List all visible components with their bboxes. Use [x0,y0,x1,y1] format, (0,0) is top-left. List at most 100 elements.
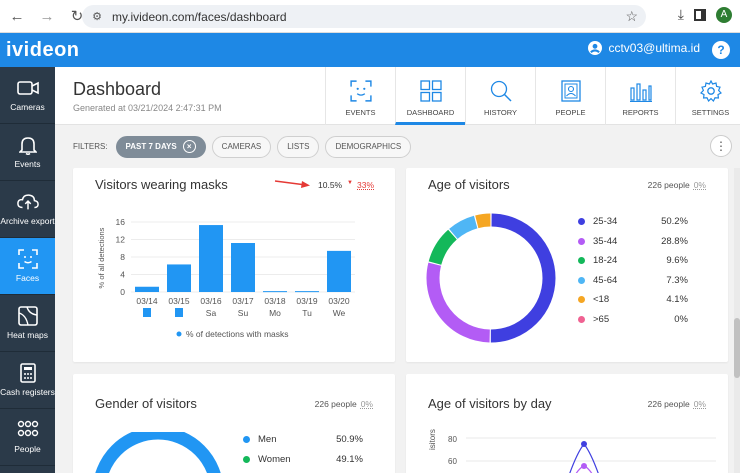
legend-dot [243,436,250,443]
card-title: Age of visitors [428,177,510,192]
tab-history[interactable]: HISTORY [465,67,535,125]
y-tick-label: 80 [448,435,457,444]
app-header: ivideon cctv03@ultima.id ? [0,33,740,67]
tab-label: DASHBOARD [406,108,455,117]
legend-value: 7.3% [666,274,688,286]
people-count-text: 226 people [647,180,690,190]
tab-events[interactable]: EVENTS [325,67,395,125]
people-change[interactable]: 0% [360,399,373,409]
sidebar-item-label: People [14,444,41,454]
legend-item: 18-24 9.6% [578,255,698,266]
sidebar-item-archive-export[interactable]: Archive export [0,181,55,238]
y-tick-label: 16 [116,217,126,227]
filters-label: FILTERS: [73,142,108,151]
sidebar-item-label: Cameras [10,102,45,112]
filter-chip-cameras[interactable]: CAMERAS [211,135,272,158]
legend-label: 45-64 [593,274,618,286]
tab-label: PEOPLE [555,108,586,117]
legend-label: 18-24 [593,255,618,266]
filter-chip-period[interactable]: PAST 7 DAYS × [115,135,206,158]
reload-icon[interactable]: ↻ [70,8,84,25]
bar [231,243,255,292]
tab-label: REPORTS [622,108,659,117]
sidebar-item-faces[interactable]: Faces [0,238,55,295]
sidebar-item-cameras[interactable]: Cameras [0,67,55,124]
sidebar-item-cash-registers[interactable]: Cash registers [0,352,55,409]
people-count-text: 226 people [647,399,690,409]
sidebar-item-people[interactable]: People [0,409,55,466]
people-icon [17,420,39,440]
ivideon-logo[interactable]: ivideon [6,38,80,61]
age-by-day-card: Age of visitors by day 226 people 0% isit… [406,374,728,473]
filters-bar: FILTERS: PAST 7 DAYS × CAMERAS LISTS DEM… [55,125,740,168]
tab-dashboard[interactable]: DASHBOARD [395,67,465,125]
filter-chip-lists[interactable]: LISTS [277,135,320,158]
dashboard-grid-icon [419,80,442,102]
donut-slice [426,262,491,343]
filter-chip-demographics[interactable]: DEMOGRAPHICS [325,135,412,158]
sidebar-item-events[interactable]: Events [0,124,55,181]
tab-settings[interactable]: SETTINGS [675,67,740,125]
face-scan-icon [17,249,39,269]
legend-dot [578,218,585,225]
heatmap-icon [17,306,39,326]
data-point [581,463,587,469]
age-card: Age of visitors 226 people 0% 25-34 50.2% 3… [406,168,728,362]
chip-label: PAST 7 DAYS [125,142,177,151]
x-day-label: Su [238,308,249,318]
people-change[interactable]: 0% [693,399,706,409]
people-count: 226 people 0% [648,180,706,190]
tab-people[interactable]: PEOPLE [535,67,605,125]
page-header: Dashboard Generated at 03/21/2024 2:47:3… [55,67,740,125]
people-change[interactable]: 0% [693,180,706,190]
tab-label: EVENTS [345,108,376,117]
mask-rate-value: 10.5% [318,180,343,190]
card-title: Visitors wearing masks [95,177,228,192]
legend-dot [578,276,585,284]
x-day-label: Tu [302,308,312,318]
legend-value: 50.9% [336,434,363,445]
bar [167,264,191,292]
legend-item: 35-44 28.8% [578,236,698,247]
legend-item: 25-34 50.2% [578,216,698,227]
site-settings-icon[interactable]: ⚙ [92,11,102,23]
people-count: 226 people 0% [315,399,373,409]
more-options-icon[interactable]: ⋮ [710,135,732,157]
mask-rate-change[interactable]: 33% [357,180,375,190]
side-panel-icon[interactable] [694,8,706,21]
download-icon[interactable]: ⤓ [677,6,684,22]
legend-dot [578,237,585,245]
address-bar[interactable]: ⚙ my.ivideon.com/faces/dashboard ☆ [82,5,646,28]
x-tick-label: 03/18 [264,296,286,306]
browser-toolbar: ← → ↻ ⚙ my.ivideon.com/faces/dashboard ☆… [0,0,740,33]
legend-label: Women [258,454,291,465]
forward-arrow-icon[interactable]: → [39,7,55,25]
page-scrollbar[interactable] [734,168,740,473]
age-by-day-line-chart [466,437,716,473]
scrollbar-thumb[interactable] [734,318,740,378]
age-donut-chart [426,213,556,343]
profile-avatar[interactable]: A [716,6,732,23]
donut-slice [428,229,458,265]
legend-value: 50.2% [661,216,688,227]
x-tick-label: 03/19 [296,296,318,306]
legend-item: Women 49.1% [243,454,365,465]
x-day-label: Mo [269,308,281,318]
y-tick-label: 8 [120,252,125,262]
bar [295,291,319,293]
bookmark-star-icon[interactable]: ☆ [625,8,638,24]
close-icon[interactable]: × [182,140,196,153]
gender-slice-men [95,432,221,473]
x-tick-label: 03/17 [232,296,254,306]
legend-value: 49.1% [336,454,363,465]
tab-reports[interactable]: REPORTS [605,67,675,125]
help-icon[interactable]: ? [712,41,730,59]
user-menu[interactable]: cctv03@ultima.id [588,41,700,55]
bell-icon [17,135,39,155]
bar [263,291,287,293]
sidebar-item-heat-maps[interactable]: Heat maps [0,295,55,352]
legend-label: Men [258,434,277,445]
tab-label: SETTINGS [691,108,730,117]
back-arrow-icon[interactable]: ← [9,7,25,25]
people-count-text: 226 people [314,399,357,409]
